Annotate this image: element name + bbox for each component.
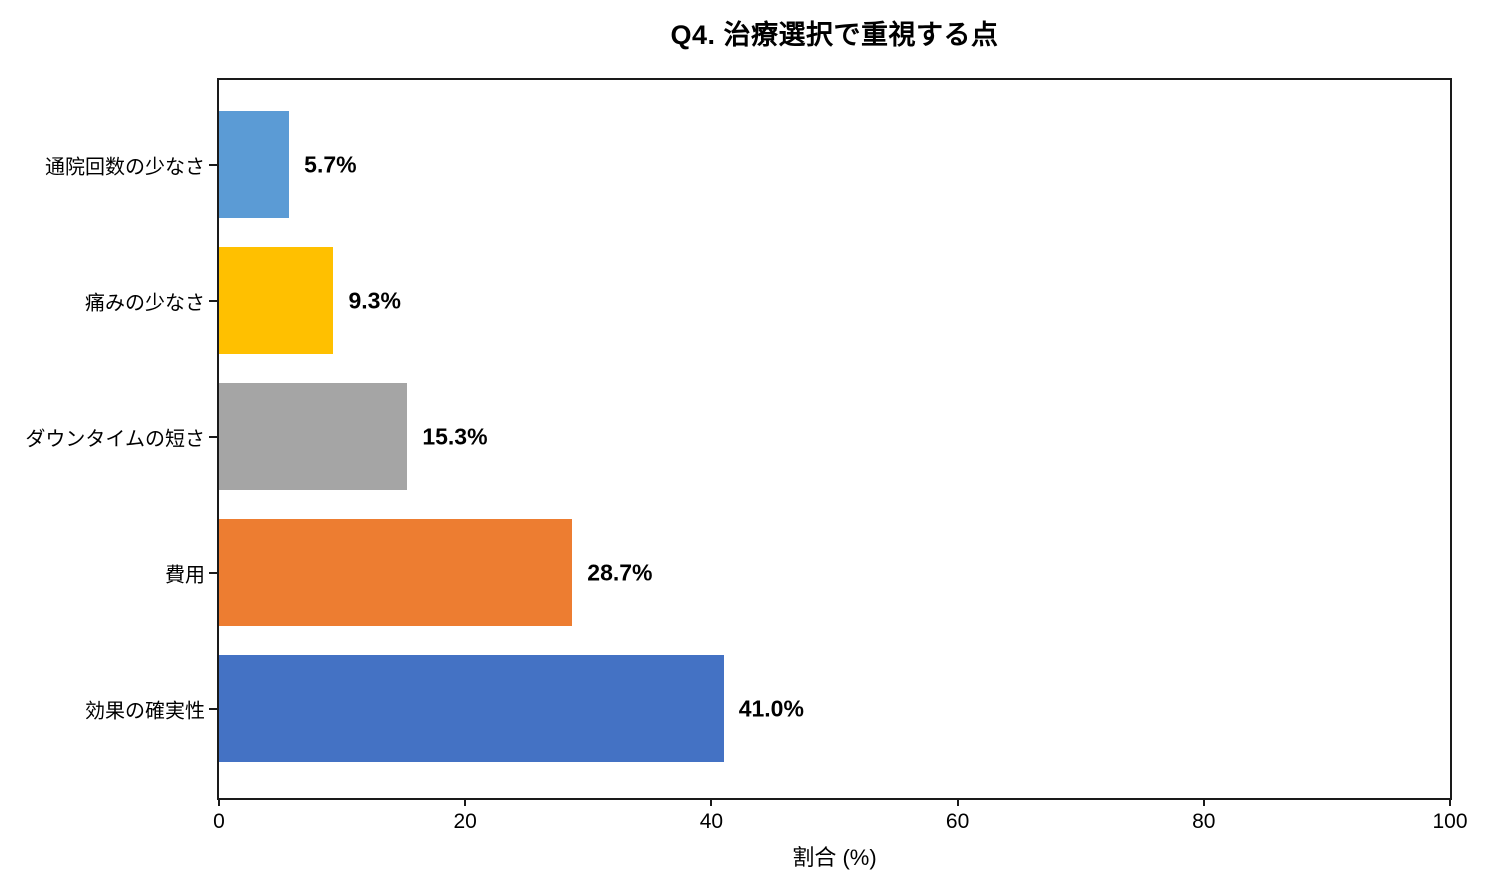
category-label: ダウンタイムの短さ — [25, 428, 205, 450]
bar — [219, 519, 573, 626]
bar-value-label: 15.3% — [422, 423, 488, 449]
x-tick-label: 80 — [1192, 810, 1216, 833]
x-axis-label: 割合 (%) — [792, 845, 877, 870]
x-tick-label: 40 — [699, 810, 724, 833]
y-axis-tick — [209, 299, 217, 302]
y-axis-tick — [209, 435, 217, 438]
category-label: 費用 — [165, 564, 205, 586]
x-axis-tick — [218, 798, 220, 806]
x-tick-label: 20 — [453, 810, 477, 833]
x-tick-label: 100 — [1432, 810, 1468, 833]
category-label: 通院回数の少なさ — [45, 156, 205, 178]
bar-value-label: 41.0% — [738, 695, 804, 721]
x-tick-label: 0 — [213, 810, 225, 833]
bar-value-label: 9.3% — [348, 287, 401, 313]
x-axis-tick — [710, 798, 713, 806]
bar-value-label: 28.7% — [587, 559, 653, 585]
bar-value-label: 5.7% — [304, 151, 357, 177]
x-axis-tick — [1449, 798, 1451, 806]
x-axis-tick — [1202, 798, 1205, 806]
y-axis-tick — [209, 571, 217, 574]
category-label: 痛みの少なさ — [85, 292, 205, 314]
x-axis-tick — [464, 798, 467, 806]
x-axis-tick — [956, 798, 959, 806]
chart-title: Q4. 治療選択で重視する点 — [670, 20, 999, 50]
bar — [219, 247, 334, 354]
bar — [219, 111, 290, 218]
plot-area: 5.7% 通院回数の少なさ 9.3% 痛みの少なさ 15.3% ダウンタイムの短さ 28.7… — [25, 78, 1468, 833]
y-axis-tick — [209, 707, 217, 710]
y-axis-tick — [209, 163, 217, 166]
category-label: 効果の確実性 — [85, 700, 205, 722]
bar — [219, 655, 724, 762]
bar — [219, 383, 408, 490]
x-tick-label: 60 — [945, 810, 970, 833]
